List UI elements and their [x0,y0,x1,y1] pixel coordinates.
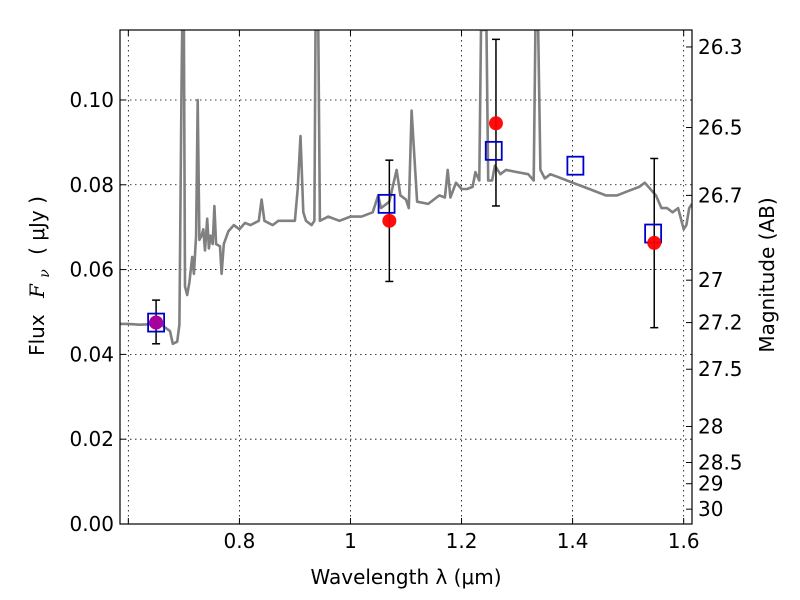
y2-tick-label: 26.3 [698,35,743,59]
y-axis-title: Flux F ν ( μJy ) [25,196,54,356]
y2-tick-label: 30 [698,497,723,521]
y-tick-label: 0.04 [69,342,114,366]
x-tick-label: 0.8 [223,529,255,553]
y2-tick-label: 28 [698,414,723,438]
plot-series [120,30,692,346]
grid-lines [120,30,692,525]
model-square-marker [484,140,503,161]
model-square-marker [377,193,396,214]
y2-tick-label: 29 [698,472,723,496]
x-tick-label: 1 [344,529,357,553]
y-axis-title-prefix: Flux [25,314,49,356]
y2-tick-label: 27 [698,268,723,292]
y2-tick-label: 26.5 [698,116,743,140]
model-square-marker [147,312,165,333]
y-axis-title-symbol: F [25,283,49,299]
y-tick-label: 0.00 [69,512,114,536]
x-tick-label: 1.6 [668,529,700,553]
axis-ticks: 0.8 1 1.2 1.4 1.6 0.00 0.02 0.04 0.06 0.08 0.10 26.… [69,30,743,553]
spectrum-line [120,30,692,346]
y2-tick-label: 27.5 [698,357,743,381]
x-tick-label: 1.4 [557,529,589,553]
y2-tick-label: 28.5 [698,451,743,475]
observed-point [647,235,662,250]
y-axis-title-unit: ( μJy ) [25,196,49,255]
y2-tick-label: 26.7 [698,183,743,207]
observed-point [382,213,397,228]
observed-point [488,116,503,131]
x-axis-title: Wavelength λ (μm) [310,565,501,589]
y-tick-label: 0.02 [69,427,114,451]
y2-tick-label: 27.2 [698,311,743,335]
y-tick-label: 0.06 [69,258,114,282]
model-square-marker [566,155,585,176]
plot-frame [119,29,693,525]
overlap-point [149,315,164,330]
x-tick-label: 1.2 [446,529,478,553]
y-axis-title-subscript: ν [37,269,53,278]
y-tick-label: 0.10 [69,88,114,112]
y2-axis-title: Magnitude (AB) [755,197,779,352]
y-tick-label: 0.08 [69,173,114,197]
